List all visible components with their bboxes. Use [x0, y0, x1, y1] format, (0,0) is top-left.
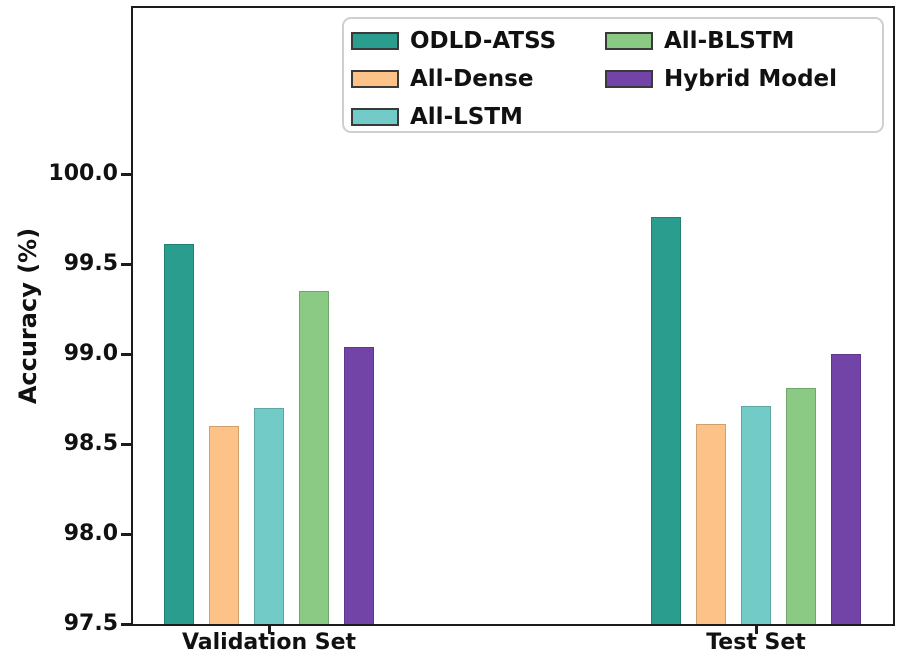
- y-tick-label: 99.5: [63, 251, 118, 276]
- y-tick-mark: [121, 442, 133, 446]
- bar-hybrid-model: [831, 354, 861, 624]
- legend-color-swatch: [351, 32, 399, 50]
- y-tick-mark: [121, 532, 133, 536]
- y-tick-mark: [121, 622, 133, 626]
- bar-all-dense: [696, 424, 726, 624]
- x-tick-label-validation: Validation Set: [181, 630, 357, 655]
- x-tick-mark: [754, 624, 758, 634]
- bar-hybrid-model: [344, 347, 374, 624]
- bar-odld-atss: [164, 244, 194, 624]
- bar-odld-atss: [651, 217, 681, 624]
- legend-color-swatch: [351, 108, 399, 126]
- legend-item: All-BLSTM: [605, 22, 837, 60]
- bar-all-lstm: [741, 406, 771, 624]
- legend-color-swatch: [605, 32, 653, 50]
- y-tick-label: 98.0: [63, 521, 118, 546]
- bar-all-lstm: [254, 408, 284, 624]
- bar-all-blstm: [786, 388, 816, 624]
- legend-color-swatch: [351, 70, 399, 88]
- y-tick-mark: [121, 262, 133, 266]
- legend-label: Hybrid Model: [664, 66, 838, 92]
- y-tick-label: 99.0: [63, 341, 118, 366]
- legend-label: ODLD-ATSS: [410, 28, 557, 54]
- legend-item: All-LSTM: [351, 98, 556, 136]
- legend-color-swatch: [605, 70, 653, 88]
- bar-all-dense: [209, 426, 239, 624]
- legend-item: Hybrid Model: [605, 60, 837, 98]
- legend-label: All-Dense: [410, 66, 534, 92]
- legend-label: All-LSTM: [410, 104, 523, 130]
- y-tick-mark: [121, 352, 133, 356]
- y-tick-label: 100.0: [48, 161, 118, 186]
- y-tick-label: 98.5: [63, 431, 118, 456]
- bar-all-blstm: [299, 291, 329, 624]
- legend-column-1: ODLD-ATSS All-Dense All-LSTM: [351, 22, 556, 136]
- legend-item: ODLD-ATSS: [351, 22, 556, 60]
- legend-item: All-Dense: [351, 60, 556, 98]
- bars-layer: [133, 8, 893, 624]
- legend-label: All-BLSTM: [664, 28, 795, 54]
- legend-column-2: All-BLSTM Hybrid Model: [605, 22, 837, 98]
- legend: ODLD-ATSS All-Dense All-LSTM All-BLSTM H…: [342, 17, 884, 133]
- x-tick-label-test: Test Set: [706, 630, 806, 655]
- y-tick-mark: [121, 172, 133, 176]
- x-tick-mark: [267, 624, 271, 634]
- y-tick-label: 97.5: [63, 611, 118, 636]
